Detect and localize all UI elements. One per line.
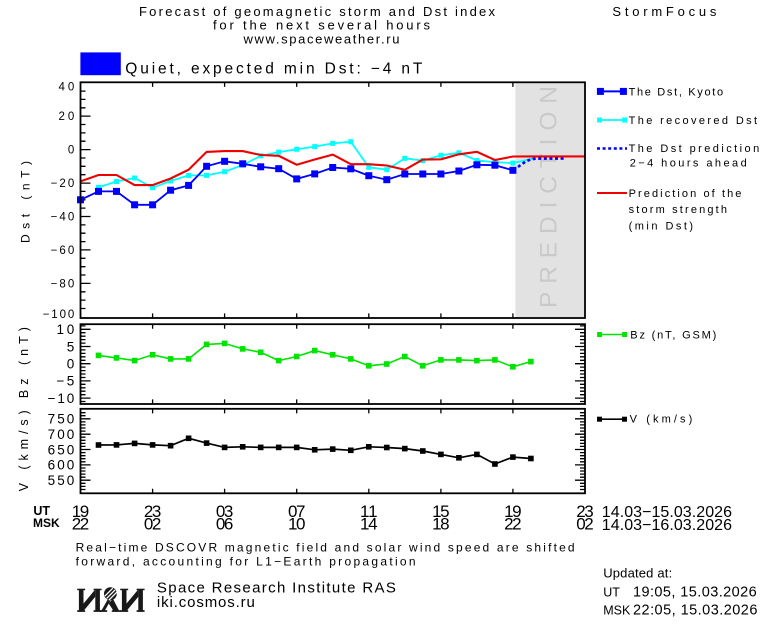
svg-text:5: 5 xyxy=(67,339,75,354)
svg-text:14.03−15.03.2026: 14.03−15.03.2026 xyxy=(602,504,732,521)
svg-text:2−4 hours ahead: 2−4 hours ahead xyxy=(630,158,747,170)
svg-text:Bz (nT): Bz (nT) xyxy=(17,327,31,398)
svg-text:07: 07 xyxy=(288,502,306,521)
svg-text:UT: UT xyxy=(33,504,50,518)
svg-text:03: 03 xyxy=(216,502,234,521)
svg-text:−10: −10 xyxy=(48,391,75,406)
svg-text:forward, accounting for L1−Ear: forward, accounting for L1−Earth propaga… xyxy=(76,555,416,569)
svg-text:Prediction of the: Prediction of the xyxy=(629,188,742,200)
svg-text:02: 02 xyxy=(144,515,162,534)
svg-text:02: 02 xyxy=(576,515,594,534)
svg-text:19:05, 15.03.2026: 19:05, 15.03.2026 xyxy=(633,584,757,600)
svg-text:UT: UT xyxy=(603,585,620,599)
svg-text:14.03−16.03.2026: 14.03−16.03.2026 xyxy=(602,517,732,534)
svg-text:10: 10 xyxy=(288,515,306,534)
svg-text:19: 19 xyxy=(504,502,522,521)
svg-text:19: 19 xyxy=(72,502,90,521)
svg-text:www.spaceweather.ru: www.spaceweather.ru xyxy=(243,32,400,47)
svg-text:22: 22 xyxy=(504,515,522,534)
svg-text:Bz (nT, GSM): Bz (nT, GSM) xyxy=(630,330,716,342)
svg-text:0: 0 xyxy=(68,145,74,157)
svg-text:22: 22 xyxy=(72,515,90,534)
svg-text:Space Research Institute RAS: Space Research Institute RAS xyxy=(157,580,396,597)
svg-text:−40: −40 xyxy=(51,212,75,224)
svg-text:Updated at:: Updated at: xyxy=(603,566,672,581)
svg-text:MSK: MSK xyxy=(603,603,631,617)
svg-text:650: 650 xyxy=(48,442,75,457)
svg-text:for the next several hours: for the next several hours xyxy=(213,18,431,33)
svg-text:The Dst prediction: The Dst prediction xyxy=(629,143,760,155)
svg-text:The Dst, Kyoto: The Dst, Kyoto xyxy=(629,86,724,98)
svg-text:−60: −60 xyxy=(51,245,75,257)
svg-text:23: 23 xyxy=(576,502,594,521)
svg-text:MSK: MSK xyxy=(33,516,60,530)
svg-text:−80: −80 xyxy=(51,279,75,291)
svg-text:−20: −20 xyxy=(51,178,75,190)
svg-text:0: 0 xyxy=(67,357,75,372)
svg-text:550: 550 xyxy=(48,473,75,488)
svg-text:Real−time DSCOVR magnetic fiel: Real−time DSCOVR magnetic field and sola… xyxy=(76,540,575,554)
svg-text:(min Dst): (min Dst) xyxy=(629,221,694,233)
svg-text:14: 14 xyxy=(360,515,378,534)
svg-text:23: 23 xyxy=(144,502,162,521)
svg-text:11: 11 xyxy=(360,502,378,521)
svg-text:700: 700 xyxy=(48,427,75,442)
svg-text:750: 750 xyxy=(48,412,75,427)
svg-text:22:05, 15.03.2026: 22:05, 15.03.2026 xyxy=(633,602,757,618)
svg-text:18: 18 xyxy=(432,515,450,534)
svg-text:15: 15 xyxy=(432,502,450,521)
svg-text:iki.cosmos.ru: iki.cosmos.ru xyxy=(157,594,255,611)
svg-text:06: 06 xyxy=(216,515,234,534)
svg-text:The recovered Dst: The recovered Dst xyxy=(629,115,758,127)
svg-text:600: 600 xyxy=(48,458,75,473)
svg-text:V (km/s): V (km/s) xyxy=(630,414,693,426)
